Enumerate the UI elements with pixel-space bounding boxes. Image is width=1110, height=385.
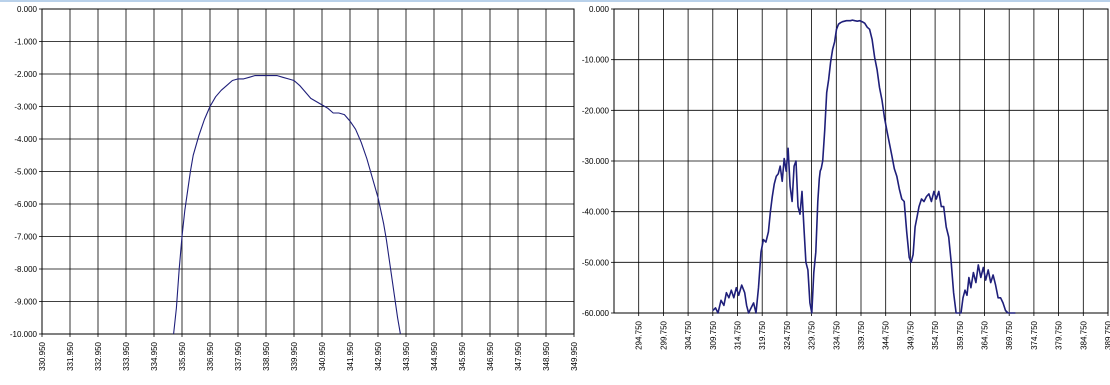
x-tick-label: 324.750 [783, 320, 792, 349]
x-tick-label: 344.750 [882, 320, 891, 349]
x-tick-label: 336.950 [206, 341, 215, 370]
chart-left: 0.000 -1.000 -2.000 -3.000 -4.000 -5.000 -6.00… [10, 5, 579, 371]
y-tick-label: -7.000 [14, 233, 37, 242]
x-tick-label: 334.750 [832, 320, 841, 349]
x-tick-label: 346.950 [486, 341, 495, 370]
x-tick-label: 335.950 [178, 341, 187, 370]
series-line [712, 19, 1016, 314]
x-tick-label: 309.750 [709, 320, 718, 349]
y-tick-label: -10.000 [582, 56, 610, 65]
x-tick-label: 389.750 [1104, 320, 1110, 349]
x-tick-label: 333.950 [122, 341, 131, 370]
y-tick-label: -10.000 [10, 330, 38, 339]
y-tick-label: 0.000 [17, 5, 38, 14]
y-tick-label: 0.000 [589, 5, 610, 14]
y-tick-label: -60.000 [582, 309, 610, 318]
x-tick-label: 374.750 [1030, 320, 1039, 349]
x-tick-label: 347.950 [514, 341, 523, 370]
x-tick-label: 379.750 [1055, 320, 1064, 349]
y-tick-label: -30.000 [582, 157, 610, 166]
y-tick-label: -2.000 [14, 70, 37, 79]
y-tick-label: -9.000 [14, 298, 37, 307]
x-tick-label: 345.950 [458, 341, 467, 370]
x-tick-label: 343.950 [402, 341, 411, 370]
x-tick-label: 369.750 [1005, 320, 1014, 349]
x-tick-label: 344.950 [430, 341, 439, 370]
y-tick-label: -20.000 [582, 106, 610, 115]
x-tick-label: 337.950 [234, 341, 243, 370]
x-tick-label: 359.750 [956, 320, 965, 349]
y-tick-label: -6.000 [14, 200, 37, 209]
y-tick-label: -3.000 [14, 103, 37, 112]
x-tick-label: 314.750 [734, 320, 743, 349]
window-top-border [0, 0, 1110, 2]
y-tick-label: -8.000 [14, 265, 37, 274]
x-tick-label: 338.950 [262, 341, 271, 370]
y-tick-label: -50.000 [582, 258, 610, 267]
x-tick-label: 330.950 [38, 341, 47, 370]
x-tick-label: 354.750 [931, 320, 940, 349]
x-tick-label: 364.750 [981, 320, 990, 349]
x-tick-label: 299.750 [659, 320, 668, 349]
x-tick-label: 342.950 [374, 341, 383, 370]
series-line [173, 75, 401, 335]
x-tick-label: 340.950 [318, 341, 327, 370]
y-tick-label: -1.000 [14, 38, 37, 47]
x-tick-label: 332.950 [94, 341, 103, 370]
x-tick-label: 348.950 [542, 341, 551, 370]
chart-right: 0.000 -10.000 -20.000 -30.000 -40.000 -50.000… [582, 5, 1110, 350]
x-tick-label: 304.750 [684, 320, 693, 349]
x-tick-label: 319.750 [758, 320, 767, 349]
y-tick-label: -40.000 [582, 208, 610, 217]
x-tick-label: 334.950 [150, 341, 159, 370]
x-tick-label: 331.950 [66, 341, 75, 370]
x-tick-label: 349.750 [906, 320, 915, 349]
y-tick-label: -4.000 [14, 135, 37, 144]
x-tick-label: 329.750 [808, 320, 817, 349]
x-tick-label: 384.750 [1079, 320, 1088, 349]
x-tick-label: 341.950 [346, 341, 355, 370]
x-tick-label: 339.950 [290, 341, 299, 370]
x-tick-label: 349.950 [570, 341, 579, 370]
x-tick-label: 339.750 [857, 320, 866, 349]
y-tick-label: -5.000 [14, 168, 37, 177]
x-tick-label: 294.750 [635, 320, 644, 349]
